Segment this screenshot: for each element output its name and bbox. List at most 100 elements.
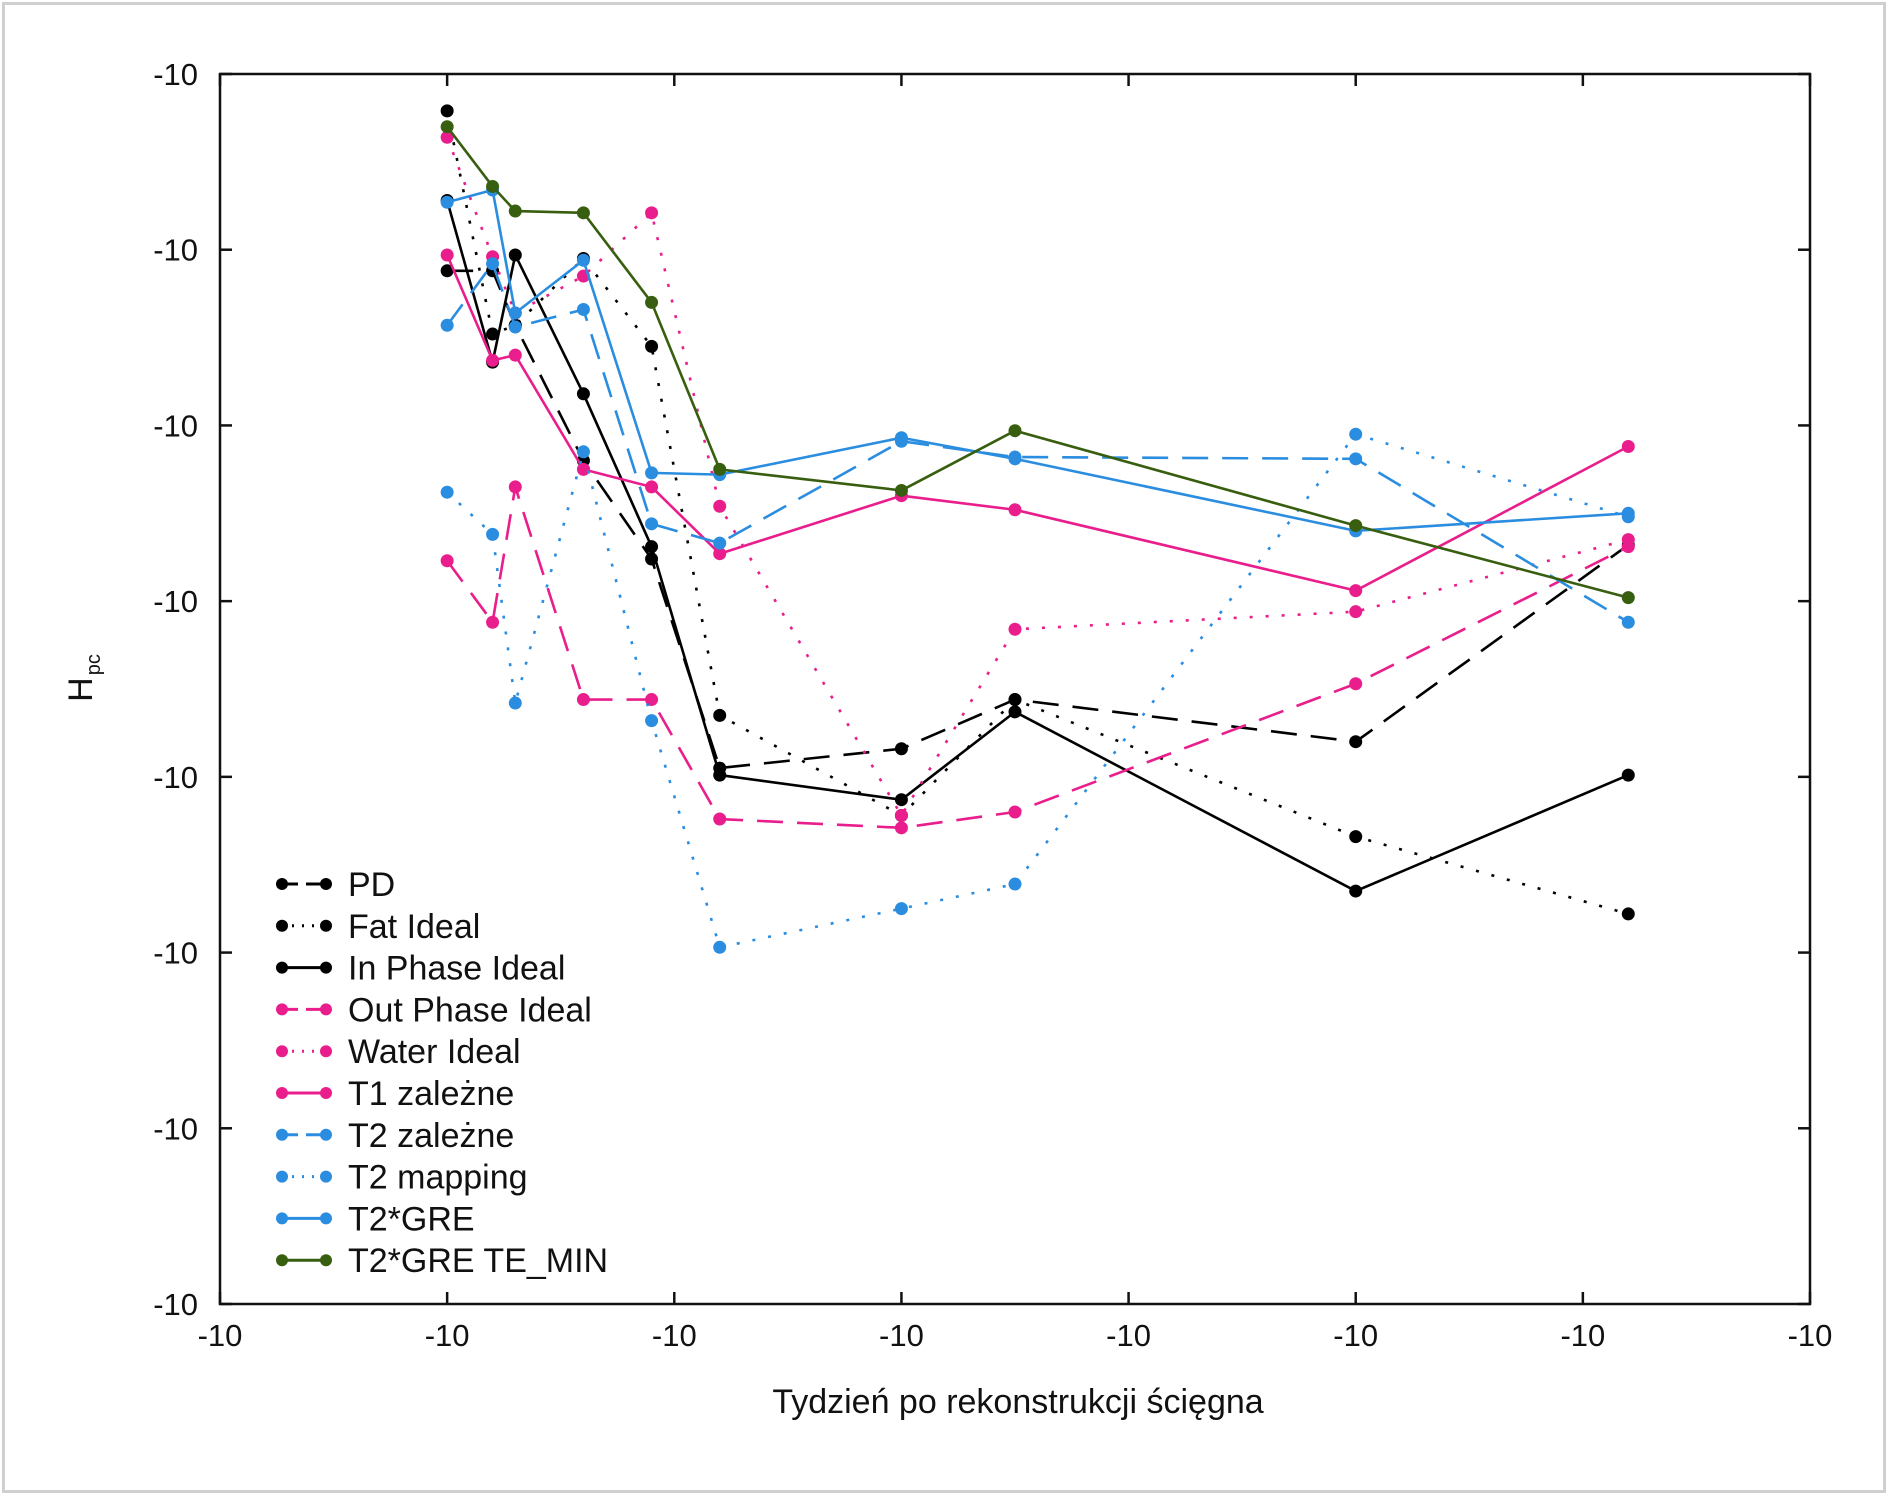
legend-label: Water Ideal <box>348 1033 521 1071</box>
data-point <box>713 547 727 561</box>
data-point <box>508 696 522 710</box>
data-point <box>440 120 454 134</box>
data-point <box>1008 622 1022 636</box>
legend-marker <box>320 1003 332 1016</box>
legend-entry-6: T2 zależne <box>276 1117 514 1155</box>
data-point <box>645 466 659 480</box>
legend-label: T2*GRE TE_MIN <box>348 1242 608 1280</box>
data-point <box>440 485 454 499</box>
series-line <box>446 125 1629 599</box>
legend-label: In Phase Ideal <box>348 950 565 988</box>
data-point <box>486 179 500 193</box>
data-point <box>713 708 727 722</box>
x-tick-label: -10 <box>879 1318 924 1353</box>
data-point <box>1349 605 1363 619</box>
x-tick-label: -10 <box>1106 1318 1151 1353</box>
data-point <box>486 615 500 629</box>
data-point <box>1008 452 1022 466</box>
legend-label: T2 mapping <box>348 1159 528 1197</box>
data-point <box>713 812 727 826</box>
series-8 <box>440 183 1635 538</box>
legend-label: PD <box>348 866 395 904</box>
data-point <box>1621 440 1635 454</box>
data-point <box>645 714 659 728</box>
svg-text:Hpc: Hpc <box>62 654 105 702</box>
series-line <box>445 136 1629 817</box>
y-axis-label: Hpc <box>62 654 105 702</box>
legend-marker <box>276 1045 288 1058</box>
plot-area-border <box>218 72 1812 1306</box>
data-point <box>576 253 590 267</box>
series-3 <box>440 480 1635 835</box>
legend-marker <box>320 1254 332 1267</box>
data-point <box>440 318 454 332</box>
plot-axes <box>218 72 1812 1306</box>
x-tick-label: -10 <box>1333 1318 1378 1353</box>
x-tick-label: -10 <box>1560 1318 1605 1353</box>
data-point <box>576 302 590 316</box>
legend-marker <box>276 1170 288 1183</box>
y-tick-label: -10 <box>153 1287 198 1322</box>
legend-marker <box>276 878 288 890</box>
legend-entry-8: T2*GRE <box>276 1200 475 1238</box>
data-point <box>576 206 590 220</box>
data-point <box>713 499 727 513</box>
data-point <box>440 104 454 118</box>
y-tick-label: -10 <box>153 233 198 268</box>
series-layer <box>440 104 1635 954</box>
x-tick-label: -10 <box>425 1318 470 1353</box>
data-point <box>1008 805 1022 819</box>
data-point <box>440 130 454 144</box>
data-point <box>486 527 500 541</box>
legend-marker <box>276 1212 288 1225</box>
y-tick-label: -10 <box>153 584 198 619</box>
data-point <box>1349 519 1363 533</box>
data-point <box>645 480 659 494</box>
legend-marker <box>320 919 332 932</box>
data-point <box>1621 533 1635 547</box>
y-tick-label: -10 <box>153 936 198 971</box>
series-5 <box>440 248 1635 598</box>
legend-entry-4: Water Ideal <box>276 1033 521 1071</box>
series-line <box>446 485 1629 830</box>
legend-label: T1 zależne <box>348 1075 514 1113</box>
data-point <box>440 264 454 278</box>
data-point <box>1008 503 1022 517</box>
legend-marker <box>276 1087 288 1099</box>
legend-marker <box>276 1254 288 1267</box>
data-point <box>1349 584 1363 598</box>
data-point <box>645 693 659 707</box>
data-point <box>508 306 522 320</box>
data-point <box>1349 427 1363 441</box>
tick-labels: -10 -10 -10 -10 -10 -10 -10 -10-10-10-10-10-10-… <box>153 57 1832 1353</box>
series-line <box>446 262 1629 624</box>
data-point <box>1621 615 1635 629</box>
data-point <box>894 431 908 445</box>
data-point <box>1621 591 1635 605</box>
legend-marker <box>276 961 288 974</box>
data-point <box>1621 768 1635 782</box>
data-point <box>1349 452 1363 466</box>
data-point <box>576 445 590 459</box>
data-point <box>1621 506 1635 520</box>
data-point <box>440 248 454 262</box>
y-axis-label-main: H <box>62 677 100 702</box>
series-1 <box>440 104 1635 921</box>
legend-marker <box>276 1128 288 1141</box>
data-point <box>1008 424 1022 438</box>
series-6 <box>440 257 1635 629</box>
legend-marker <box>320 1128 332 1141</box>
data-point <box>508 348 522 362</box>
series-line <box>445 254 1629 592</box>
data-point <box>894 902 908 916</box>
legend-entry-1: Fat Ideal <box>276 908 480 946</box>
legend-marker <box>276 1003 288 1016</box>
data-point <box>713 462 727 476</box>
y-tick-label: -10 <box>153 760 198 795</box>
data-point <box>645 517 659 531</box>
data-point <box>508 248 522 262</box>
legend-marker <box>320 961 332 974</box>
data-point <box>1008 705 1022 719</box>
